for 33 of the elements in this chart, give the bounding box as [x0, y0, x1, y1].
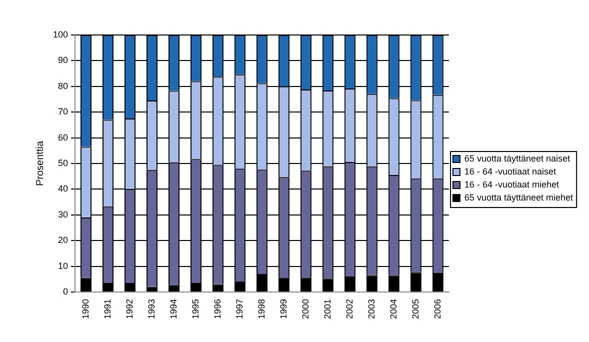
- x-tick-label: 1991: [102, 298, 112, 320]
- x-tick-label: 2006: [432, 298, 442, 320]
- x-tick-label: 1999: [278, 298, 288, 320]
- x-tick-label: 1996: [212, 298, 222, 320]
- x-tick-label: 2001: [322, 298, 332, 320]
- legend-label: 65 vuotta täyttäneet naiset: [464, 153, 570, 164]
- y-tick-label: 80: [58, 80, 68, 91]
- x-tick-label: 1998: [256, 298, 266, 320]
- x-tick-label: 2003: [366, 298, 376, 320]
- legend-label: 65 vuotta täyttäneet miehet: [464, 192, 574, 202]
- y-tick-label: 40: [58, 184, 68, 194]
- y-tick-label: 10: [58, 260, 68, 271]
- y-tick-label: 100: [52, 29, 68, 40]
- x-tick-label: 2005: [410, 298, 420, 320]
- x-tick-label: 1990: [80, 298, 90, 320]
- legend-label: 16 - 64 -vuotiaat miehet: [464, 179, 560, 190]
- x-tick-label: 1997: [234, 298, 244, 320]
- x-tick-label: 1992: [124, 298, 134, 320]
- x-tick-label: 2004: [388, 298, 398, 320]
- y-tick-label: 50: [58, 158, 68, 168]
- y-tick-label: 0: [63, 286, 68, 296]
- y-tick-label: 70: [58, 106, 68, 117]
- y-axis-title: Prosenttia: [34, 140, 46, 186]
- y-tick-label: 20: [58, 235, 68, 246]
- y-tick-label: 60: [58, 132, 68, 142]
- x-tick-label: 1995: [190, 298, 200, 320]
- y-tick-label: 90: [58, 55, 68, 66]
- x-tick-label: 2000: [300, 298, 310, 320]
- x-tick-label: 1993: [146, 298, 156, 320]
- x-tick-label: 1994: [168, 298, 178, 320]
- x-tick-label: 2002: [344, 298, 354, 320]
- y-tick-label: 30: [58, 209, 68, 220]
- legend-label: 16 - 64 -vuotiaat naiset: [464, 166, 556, 176]
